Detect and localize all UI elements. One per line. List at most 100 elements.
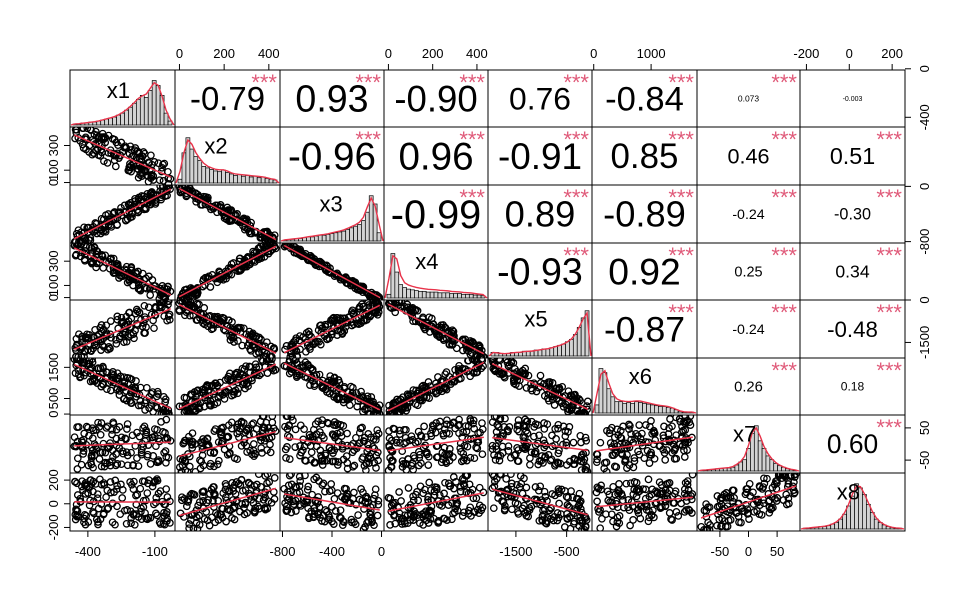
scatter-point — [417, 432, 426, 441]
scatter-point — [408, 305, 417, 314]
scatter-point — [354, 511, 362, 519]
scatter-point — [681, 440, 690, 449]
scatter-point — [318, 461, 327, 469]
scatter-point — [246, 229, 254, 238]
scatter-point — [72, 127, 81, 134]
significance-x2-x6: *** — [668, 127, 694, 152]
scatter-point — [218, 504, 226, 513]
scatter-point — [439, 514, 448, 523]
scatter-point — [442, 459, 451, 468]
smooth-line — [178, 304, 277, 354]
scatter-point — [94, 518, 102, 526]
scatter-point — [96, 430, 105, 439]
smooth-line — [178, 187, 277, 241]
correlation-x3-x7: -0.24 — [732, 207, 764, 223]
bottom-axis-label: 0 — [745, 544, 752, 559]
scatter-point — [94, 364, 103, 372]
scatter-point — [649, 506, 657, 515]
scatter-point — [446, 482, 455, 491]
scatter-point — [261, 505, 270, 514]
scatter-point — [504, 442, 513, 451]
scatter-point — [790, 473, 799, 481]
scatter-point — [155, 176, 164, 185]
scatter-point — [88, 443, 96, 452]
scatter-point — [282, 502, 291, 511]
scatter-point — [195, 511, 204, 520]
scatter-point — [196, 464, 205, 473]
histogram-bar — [594, 404, 600, 414]
left-axis-label: -200 — [46, 514, 61, 540]
histogram-bar — [610, 396, 616, 414]
significance-x6-x8: *** — [876, 358, 902, 383]
scatter-point — [425, 313, 433, 322]
scatter-point — [500, 423, 508, 431]
scatter-point — [321, 385, 330, 394]
histogram-bar — [730, 466, 736, 472]
scatter-x8-x3 — [280, 473, 383, 531]
scatter-point — [214, 438, 223, 447]
scatter-point — [373, 302, 382, 311]
scatter-point — [565, 457, 574, 466]
scatter-point — [475, 352, 484, 358]
scatter-point — [78, 332, 86, 341]
significance-x1-x2: *** — [251, 70, 277, 95]
scatter-point — [503, 427, 512, 436]
scatter-point — [247, 480, 255, 489]
scatter-point — [263, 473, 272, 479]
scatter-point — [71, 478, 79, 486]
scatter-point — [391, 519, 400, 528]
scatter-point — [110, 488, 118, 496]
scatter-point — [71, 515, 80, 524]
scatter-point — [312, 371, 321, 379]
scatter-point — [605, 490, 614, 499]
histogram-bar — [453, 293, 458, 299]
histogram-bar — [777, 465, 782, 472]
significance-x1-x3: *** — [355, 70, 381, 95]
scatter-point — [653, 488, 662, 497]
scatter-point — [373, 406, 382, 415]
histogram-bar — [869, 512, 875, 530]
scatter-point — [108, 373, 117, 382]
scatter-point — [240, 379, 249, 387]
significance-x3-x4: *** — [459, 185, 485, 210]
scatter-point — [113, 369, 122, 378]
scatter-point — [662, 446, 671, 454]
scatter-point — [199, 496, 208, 505]
scatter-point — [249, 247, 257, 256]
histogram-bar — [433, 291, 439, 299]
scatter-point — [293, 352, 301, 358]
scatter-point — [573, 456, 582, 465]
scatter-point — [366, 454, 375, 463]
scatter-point — [125, 308, 134, 317]
scatter-point — [123, 420, 132, 428]
scatter-point — [112, 450, 120, 458]
scatter-point — [564, 387, 573, 396]
scatter-point — [730, 494, 738, 502]
scatter-point — [80, 510, 89, 519]
histogram-bar — [425, 291, 431, 299]
scatter-x4-x1 — [70, 243, 175, 300]
scatter-point — [194, 386, 202, 395]
scatter-point — [733, 508, 741, 517]
scatter-point — [676, 440, 684, 449]
top-axis-label: 0 — [385, 46, 392, 61]
scatter-point — [289, 416, 297, 425]
scatter-point — [153, 511, 162, 520]
scatter-point — [489, 504, 498, 513]
scatter-point — [148, 396, 157, 405]
significance-x3-x7: *** — [771, 185, 797, 210]
scatter-point — [370, 308, 379, 317]
scatter-point — [201, 273, 210, 282]
scatter-point — [419, 489, 428, 498]
top-axis-label: 0 — [846, 46, 853, 61]
scatter-point — [87, 252, 95, 260]
scatter-point — [330, 418, 339, 426]
scatter-point — [252, 363, 261, 372]
scatter-point — [475, 342, 484, 350]
scatter-point — [295, 371, 304, 379]
scatter-point — [370, 458, 379, 467]
scatter-point — [186, 185, 194, 193]
scatter-point — [579, 449, 588, 458]
scatter-point — [123, 451, 132, 460]
